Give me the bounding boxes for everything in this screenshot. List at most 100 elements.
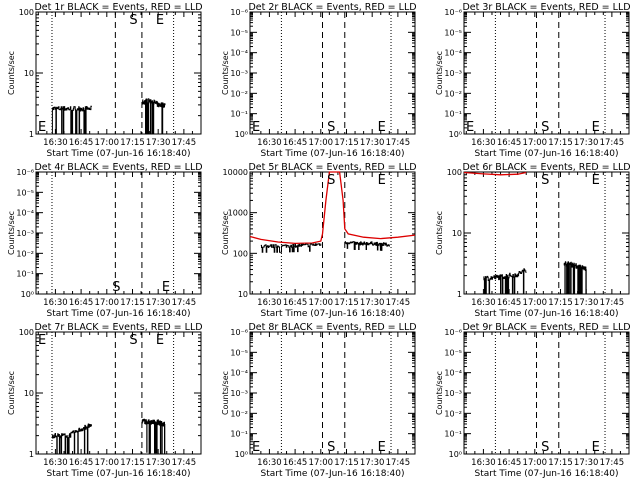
x-tick-label: 17:30	[574, 298, 599, 308]
y-tick-label: 10	[452, 229, 462, 238]
y-tick-label: 10⁻²	[444, 89, 462, 98]
y-tick-label: 10⁰	[449, 450, 462, 459]
y-tick-label: 10⁰	[449, 130, 462, 139]
plot-title: Det 2r BLACK = Events, RED = LLD	[248, 2, 416, 13]
x-tick-label: 17:15	[548, 138, 573, 148]
y-tick-label: 10⁻⁶	[230, 328, 248, 337]
event-marker-label: S	[112, 280, 120, 295]
plot-title: Det 1r BLACK = Events, RED = LLD	[34, 2, 202, 13]
y-tick-label: 10⁻²	[444, 409, 462, 418]
events-series-line	[51, 105, 92, 135]
y-tick-label: 10⁻³	[230, 389, 248, 398]
y-tick-label: 10⁻³	[444, 69, 462, 78]
y-tick-label: 10⁻²	[230, 89, 248, 98]
y-axis-label: Counts/sec	[435, 211, 444, 255]
x-tick-label: 17:15	[548, 298, 573, 308]
y-axis-label: Counts/sec	[7, 211, 16, 255]
y-tick-label: 10⁻²	[16, 249, 34, 258]
detector-panel-6: Det 6r BLACK = Events, RED = LLD Counts/s…	[435, 162, 631, 319]
x-tick-label: 16:45	[69, 138, 94, 148]
events-series-line	[141, 98, 166, 135]
y-tick-label: 10⁻⁴	[444, 369, 462, 378]
x-tick-label: 16:45	[69, 298, 94, 308]
x-axis-label: Start Time (07-Jun-16 16:18:40)	[47, 149, 191, 159]
event-marker-label: E	[156, 333, 164, 348]
x-tick-label: 17:15	[120, 298, 145, 308]
x-tick-label: 17:30	[360, 138, 385, 148]
x-tick-label: 16:45	[69, 458, 94, 468]
x-tick-label: 17:30	[360, 458, 385, 468]
x-tick-label: 17:45	[386, 298, 411, 308]
detector-panel-4: Det 4r BLACK = Events, RED = LLD Counts/s…	[7, 162, 203, 319]
x-tick-label: 17:00	[95, 458, 120, 468]
lld-series-line	[249, 171, 416, 245]
detector-panel-5: Det 5r BLACK = Events, RED = LLD Counts/s…	[221, 162, 417, 319]
y-tick-label: 10⁻⁵	[444, 28, 462, 37]
x-axis-label: Start Time (07-Jun-16 16:18:40)	[475, 309, 619, 319]
x-tick-label: 17:45	[600, 298, 625, 308]
x-tick-label: 16:45	[283, 458, 308, 468]
y-tick-label: 100	[233, 249, 248, 258]
y-axis-label: Counts/sec	[221, 371, 230, 415]
x-tick-label: 16:30	[257, 298, 282, 308]
event-marker-label: S	[541, 440, 549, 455]
x-axis-label: Start Time (07-Jun-16 16:18:40)	[47, 469, 191, 479]
x-tick-label: 17:00	[309, 138, 334, 148]
plot-title: Det 9r BLACK = Events, RED = LLD	[462, 322, 630, 333]
detector-panel-2: Det 2r BLACK = Events, RED = LLD Counts/s…	[221, 2, 417, 159]
x-tick-label: 16:30	[43, 458, 68, 468]
x-tick-label: 17:00	[523, 298, 548, 308]
y-tick-label: 10⁻³	[444, 389, 462, 398]
y-tick-label: 10⁻¹	[444, 430, 462, 439]
x-tick-label: 16:30	[257, 138, 282, 148]
event-marker-label: E	[38, 333, 46, 348]
x-tick-label: 16:30	[43, 138, 68, 148]
x-tick-label: 16:30	[471, 298, 496, 308]
y-tick-label: 10⁻²	[230, 409, 248, 418]
events-series-line	[51, 423, 92, 455]
x-tick-label: 17:30	[146, 458, 171, 468]
event-marker-label: S	[327, 440, 335, 455]
plot-frame	[35, 171, 202, 295]
x-tick-label: 16:30	[257, 458, 282, 468]
plot-frame	[249, 11, 416, 135]
plot-title: Det 3r BLACK = Events, RED = LLD	[462, 2, 630, 13]
y-tick-label: 10⁻⁶	[444, 8, 462, 17]
plot-title: Det 5r BLACK = Events, RED = LLD	[248, 162, 416, 173]
x-tick-label: 16:45	[497, 138, 522, 148]
x-tick-label: 17:00	[95, 138, 120, 148]
x-tick-label: 16:30	[471, 138, 496, 148]
y-tick-label: 10000	[223, 168, 248, 177]
y-axis-label: Counts/sec	[221, 211, 230, 255]
x-tick-label: 17:45	[600, 138, 625, 148]
event-marker-label: S	[327, 173, 335, 188]
y-tick-label: 1	[457, 290, 462, 299]
y-tick-label: 10	[24, 69, 34, 78]
events-series-line	[260, 243, 322, 253]
x-tick-label: 17:15	[120, 138, 145, 148]
x-tick-label: 17:30	[360, 298, 385, 308]
event-marker-label: E	[592, 440, 600, 455]
x-tick-label: 17:30	[574, 458, 599, 468]
events-series-line	[344, 241, 390, 251]
event-marker-label: E	[592, 173, 600, 188]
plot-frame	[249, 331, 416, 455]
y-tick-label: 10⁻⁴	[230, 369, 248, 378]
x-tick-label: 17:00	[309, 298, 334, 308]
x-tick-label: 16:30	[471, 458, 496, 468]
x-tick-label: 17:00	[309, 458, 334, 468]
x-tick-label: 17:45	[172, 138, 197, 148]
x-tick-label: 17:30	[146, 298, 171, 308]
x-tick-label: 17:30	[146, 138, 171, 148]
x-tick-label: 17:45	[386, 458, 411, 468]
x-tick-label: 17:45	[386, 138, 411, 148]
y-tick-label: 10⁻¹	[230, 430, 248, 439]
y-axis-label: Counts/sec	[435, 51, 444, 95]
y-tick-label: 10	[24, 389, 34, 398]
y-tick-label: 10⁻⁵	[16, 188, 34, 197]
x-tick-label: 17:00	[523, 458, 548, 468]
x-axis-label: Start Time (07-Jun-16 16:18:40)	[261, 149, 405, 159]
detector-panel-3: Det 3r BLACK = Events, RED = LLD Counts/s…	[435, 2, 631, 159]
x-tick-label: 17:15	[334, 138, 359, 148]
detector-panel-8: Det 8r BLACK = Events, RED = LLD Counts/s…	[221, 322, 417, 479]
